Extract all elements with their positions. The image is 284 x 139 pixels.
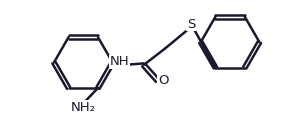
Text: S: S xyxy=(187,18,195,31)
Text: NH: NH xyxy=(109,55,129,68)
Text: NH₂: NH₂ xyxy=(71,101,96,114)
Text: O: O xyxy=(158,74,168,87)
